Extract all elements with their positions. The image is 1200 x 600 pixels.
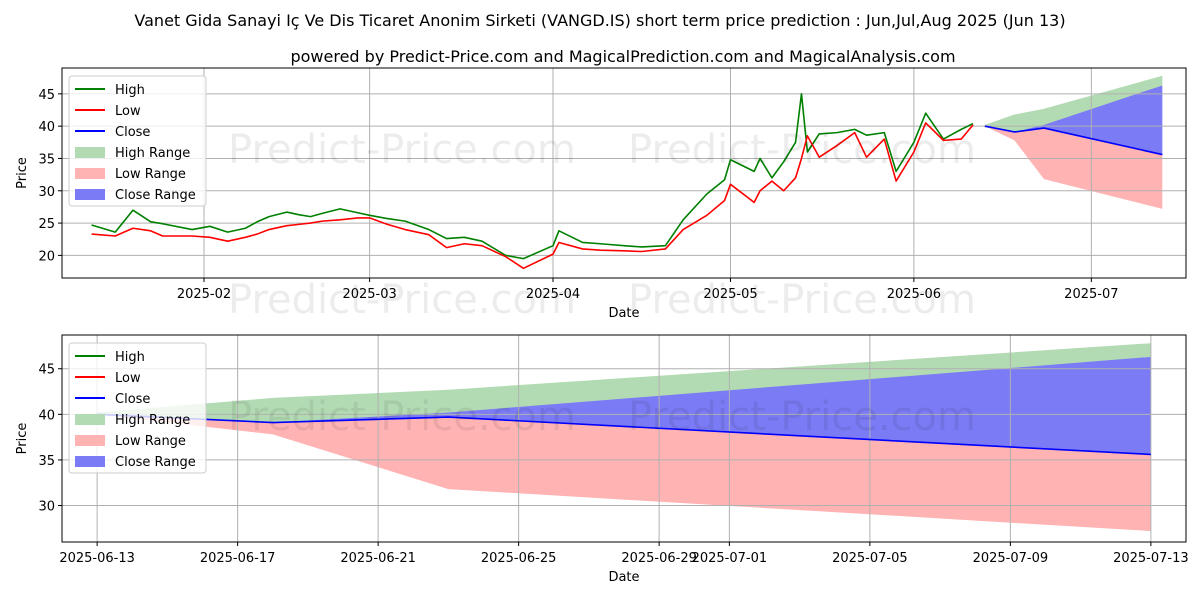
chart1-y-tick-label: 25 bbox=[38, 217, 55, 232]
chart2-x-tick-label: 2025-06-21 bbox=[340, 551, 416, 566]
chart-subtitle: powered by Predict-Price.com and Magical… bbox=[290, 47, 955, 66]
chart2-legend-label-close: Close bbox=[115, 392, 150, 407]
chart1-high-range-area bbox=[984, 75, 1163, 132]
chart2-legend-swatch-close-range bbox=[75, 456, 105, 467]
chart1-x-tick-label: 2025-06 bbox=[887, 287, 941, 302]
chart2-y-tick-label: 30 bbox=[38, 500, 55, 515]
chart2-y-tick-label: 35 bbox=[38, 454, 55, 469]
chart2-y-axis-label: Price bbox=[15, 423, 30, 455]
chart1-legend: High Low Close High Range Low Range Close Ran… bbox=[68, 75, 207, 207]
chart2-x-tick-label: 2025-07-13 bbox=[1113, 551, 1189, 566]
chart1-legend-swatch-low-range bbox=[75, 168, 105, 179]
chart2-x-tick-label: 2025-07-05 bbox=[832, 551, 908, 566]
chart2-y-tick-label: 45 bbox=[38, 363, 55, 378]
chart1-watermark: Predict-Price.com bbox=[228, 277, 576, 323]
chart1-legend-label-close: Close bbox=[115, 125, 150, 140]
chart2-legend-label-close-range: Close Range bbox=[115, 455, 196, 470]
chart2-x-tick-label: 2025-06-29 bbox=[621, 551, 697, 566]
chart2-legend-label-high: High bbox=[115, 350, 145, 365]
chart1-y-tick-label: 30 bbox=[38, 185, 55, 200]
chart1-low-range-area bbox=[984, 126, 1163, 209]
chart2-x-tick-label: 2025-06-17 bbox=[200, 551, 276, 566]
chart1-x-tick-label: 2025-05 bbox=[703, 287, 757, 302]
chart2-plot-frame bbox=[61, 334, 1187, 543]
chart2-legend: High Low Close High Range Low Range Close Ran… bbox=[68, 342, 207, 474]
chart1-x-tick-label: 2025-04 bbox=[526, 287, 580, 302]
chart2-x-tick-label: 2025-07-09 bbox=[973, 551, 1049, 566]
chart2-watermark: Predict-Price.com bbox=[228, 394, 576, 440]
chart2-legend-swatch-high-range bbox=[75, 414, 105, 425]
chart2-x-tick-label: 2025-06-25 bbox=[481, 551, 557, 566]
chart2-close-range-area bbox=[97, 356, 1151, 455]
chart1-watermark: Predict-Price.com bbox=[628, 127, 976, 173]
chart2-x-tick-label: 2025-07-01 bbox=[692, 551, 768, 566]
chart1-legend-label-high-range: High Range bbox=[115, 146, 190, 161]
chart2-legend-label-high-range: High Range bbox=[115, 413, 190, 428]
chart2-x-axis-label: Date bbox=[608, 570, 639, 585]
chart2-low-range-area bbox=[97, 414, 1151, 532]
chart1-plot-frame bbox=[61, 67, 1187, 279]
chart2-high-range-area bbox=[97, 343, 1151, 423]
chart1-x-tick-label: 2025-02 bbox=[177, 287, 231, 302]
chart1-y-tick-label: 45 bbox=[38, 88, 55, 103]
chart1-x-axis-label: Date bbox=[608, 306, 639, 321]
chart1-y-tick-label: 20 bbox=[38, 249, 55, 264]
chart1-legend-label-low-range: Low Range bbox=[115, 167, 186, 182]
chart2-x-tick-label: 2025-06-13 bbox=[59, 551, 135, 566]
chart1-legend-label-high: High bbox=[115, 83, 145, 98]
chart1-y-tick-label: 35 bbox=[38, 152, 55, 167]
chart1-x-tick-label: 2025-03 bbox=[342, 287, 396, 302]
chart2-legend-swatch-low-range bbox=[75, 435, 105, 446]
chart2-y-tick-label: 40 bbox=[38, 408, 55, 423]
chart1-watermark: Predict-Price.com bbox=[228, 127, 576, 173]
chart1-legend-label-low: Low bbox=[115, 104, 141, 119]
chart1-y-axis-label: Price bbox=[15, 157, 30, 189]
chart1-legend-swatch-close-range bbox=[75, 189, 105, 200]
chart1-watermark: Predict-Price.com bbox=[628, 277, 976, 323]
chart2-watermark: Predict-Price.com bbox=[628, 394, 976, 440]
chart-title: Vanet Gida Sanayi Iç Ve Dis Ticaret Anon… bbox=[134, 11, 1065, 30]
chart1-legend-swatch-high-range bbox=[75, 147, 105, 158]
chart1-high-line bbox=[91, 93, 974, 260]
chart1-legend-label-close-range: Close Range bbox=[115, 188, 196, 203]
chart2-plot: 2025-06-13 2025-06-17 2025-06-21 2025-06-25… bbox=[15, 334, 1189, 585]
chart1-close-range-area bbox=[984, 85, 1163, 155]
chart1-plot: 2025-02 2025-03 2025-04 2025-05 2025-06 2025-… bbox=[15, 67, 1187, 323]
chart1-close-line bbox=[984, 125, 1163, 156]
chart1-low-line bbox=[91, 122, 974, 270]
chart1-x-tick-label: 2025-07 bbox=[1064, 287, 1118, 302]
chart2-legend-label-low-range: Low Range bbox=[115, 434, 186, 449]
chart2-legend-label-low: Low bbox=[115, 371, 141, 386]
chart1-y-tick-label: 40 bbox=[38, 120, 55, 135]
